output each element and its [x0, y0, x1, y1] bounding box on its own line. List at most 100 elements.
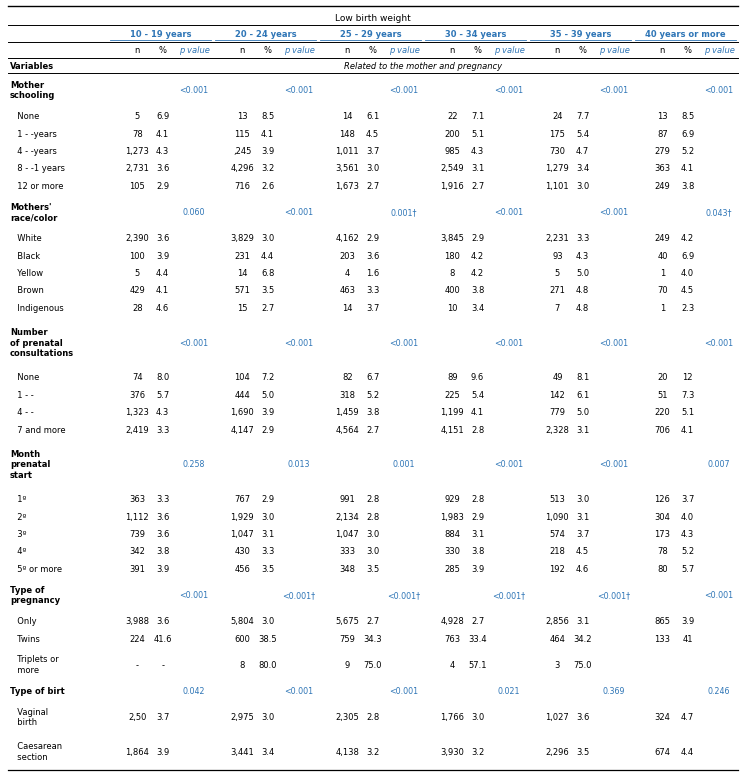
Text: 75.0: 75.0	[363, 661, 382, 670]
Text: %: %	[369, 46, 377, 55]
Text: 249: 249	[654, 182, 670, 191]
Text: p value: p value	[703, 46, 735, 55]
Text: 203: 203	[339, 252, 355, 260]
Text: 4.1: 4.1	[471, 408, 484, 417]
Text: 1 - -: 1 - -	[12, 390, 34, 400]
Text: 4 - -years: 4 - -years	[12, 147, 57, 156]
Text: 4,564: 4,564	[336, 426, 360, 434]
Text: 49: 49	[552, 373, 562, 383]
Text: 6.9: 6.9	[156, 112, 169, 122]
Text: 80.0: 80.0	[258, 661, 277, 670]
Text: 2.9: 2.9	[261, 426, 275, 434]
Text: 348: 348	[339, 565, 355, 574]
Text: 5.0: 5.0	[261, 390, 275, 400]
Text: Brown: Brown	[12, 286, 44, 296]
Text: 324: 324	[654, 713, 671, 722]
Text: 0.258: 0.258	[183, 460, 205, 470]
Text: 7.2: 7.2	[261, 373, 275, 383]
Text: <0.001: <0.001	[180, 339, 209, 347]
Text: 2,134: 2,134	[336, 513, 360, 521]
Text: 3.0: 3.0	[471, 713, 484, 722]
Text: 3.5: 3.5	[576, 748, 589, 757]
Text: 4,147: 4,147	[231, 426, 254, 434]
Text: 2.8: 2.8	[366, 495, 379, 504]
Text: 2.7: 2.7	[366, 182, 379, 191]
Text: 1,101: 1,101	[545, 182, 569, 191]
Text: 15: 15	[237, 303, 248, 313]
Text: Month
prenatal
start: Month prenatal start	[10, 450, 51, 480]
Text: 571: 571	[234, 286, 251, 296]
Text: 78: 78	[132, 129, 142, 139]
Text: 6.1: 6.1	[576, 390, 589, 400]
Text: 4,296: 4,296	[231, 165, 254, 173]
Text: 133: 133	[654, 634, 671, 644]
Text: 8.1: 8.1	[576, 373, 589, 383]
Text: 0.043†: 0.043†	[706, 208, 733, 217]
Text: 3.7: 3.7	[681, 495, 695, 504]
Text: 4,928: 4,928	[441, 617, 464, 626]
Text: 4.5: 4.5	[576, 547, 589, 557]
Text: 4.2: 4.2	[471, 252, 484, 260]
Text: 2.8: 2.8	[366, 713, 379, 722]
Text: 3.9: 3.9	[156, 565, 169, 574]
Text: 4.1: 4.1	[261, 129, 275, 139]
Text: 0.246: 0.246	[708, 687, 730, 695]
Text: 2,390: 2,390	[125, 234, 149, 243]
Text: p value: p value	[283, 46, 315, 55]
Text: 3.3: 3.3	[576, 234, 589, 243]
Text: 10 - 19 years: 10 - 19 years	[130, 30, 191, 39]
Text: 279: 279	[654, 147, 671, 156]
Text: 1,766: 1,766	[440, 713, 465, 722]
Text: 2,549: 2,549	[441, 165, 464, 173]
Text: 93: 93	[552, 252, 562, 260]
Text: %: %	[474, 46, 482, 55]
Text: %: %	[159, 46, 166, 55]
Text: 249: 249	[654, 234, 670, 243]
Text: p value: p value	[494, 46, 524, 55]
Text: 6.9: 6.9	[681, 252, 695, 260]
Text: 2,856: 2,856	[545, 617, 569, 626]
Text: 200: 200	[445, 129, 460, 139]
Text: 4.5: 4.5	[366, 129, 379, 139]
Text: 1,112: 1,112	[125, 513, 149, 521]
Text: 6.8: 6.8	[261, 269, 275, 278]
Text: 9.6: 9.6	[471, 373, 484, 383]
Text: 22: 22	[447, 112, 457, 122]
Text: 4.1: 4.1	[681, 165, 695, 173]
Text: 3.0: 3.0	[576, 495, 589, 504]
Text: 24: 24	[552, 112, 562, 122]
Text: 739: 739	[129, 530, 145, 539]
Text: 304: 304	[654, 513, 671, 521]
Text: 8 - -1 years: 8 - -1 years	[12, 165, 65, 173]
Text: -: -	[136, 661, 139, 670]
Text: 3.8: 3.8	[366, 408, 379, 417]
Text: 2.9: 2.9	[156, 182, 169, 191]
Text: 4.8: 4.8	[576, 303, 589, 313]
Text: 3.8: 3.8	[681, 182, 695, 191]
Text: 1,323: 1,323	[125, 408, 149, 417]
Text: 1,929: 1,929	[231, 513, 254, 521]
Text: p value: p value	[389, 46, 419, 55]
Text: 8.0: 8.0	[156, 373, 169, 383]
Text: 3.0: 3.0	[261, 713, 275, 722]
Text: 2.9: 2.9	[471, 513, 484, 521]
Text: 1,027: 1,027	[545, 713, 569, 722]
Text: 3.0: 3.0	[366, 547, 379, 557]
Text: 3.5: 3.5	[261, 565, 275, 574]
Text: 3,441: 3,441	[231, 748, 254, 757]
Text: 5.0: 5.0	[576, 269, 589, 278]
Text: 4.2: 4.2	[681, 234, 695, 243]
Text: 192: 192	[550, 565, 565, 574]
Text: 5.0: 5.0	[576, 408, 589, 417]
Text: 3.1: 3.1	[471, 165, 484, 173]
Text: 4º: 4º	[12, 547, 26, 557]
Text: 1,047: 1,047	[231, 530, 254, 539]
Text: White: White	[12, 234, 42, 243]
Text: 464: 464	[550, 634, 565, 644]
Text: 3.7: 3.7	[156, 713, 169, 722]
Text: 38.5: 38.5	[258, 634, 277, 644]
Text: <0.001: <0.001	[704, 591, 733, 600]
Text: Only: Only	[12, 617, 37, 626]
Text: 1,459: 1,459	[336, 408, 360, 417]
Text: 333: 333	[339, 547, 355, 557]
